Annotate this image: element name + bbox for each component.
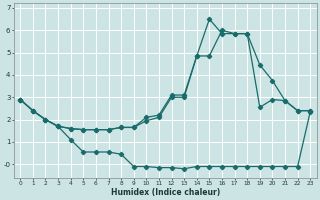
X-axis label: Humidex (Indice chaleur): Humidex (Indice chaleur)	[111, 188, 220, 197]
